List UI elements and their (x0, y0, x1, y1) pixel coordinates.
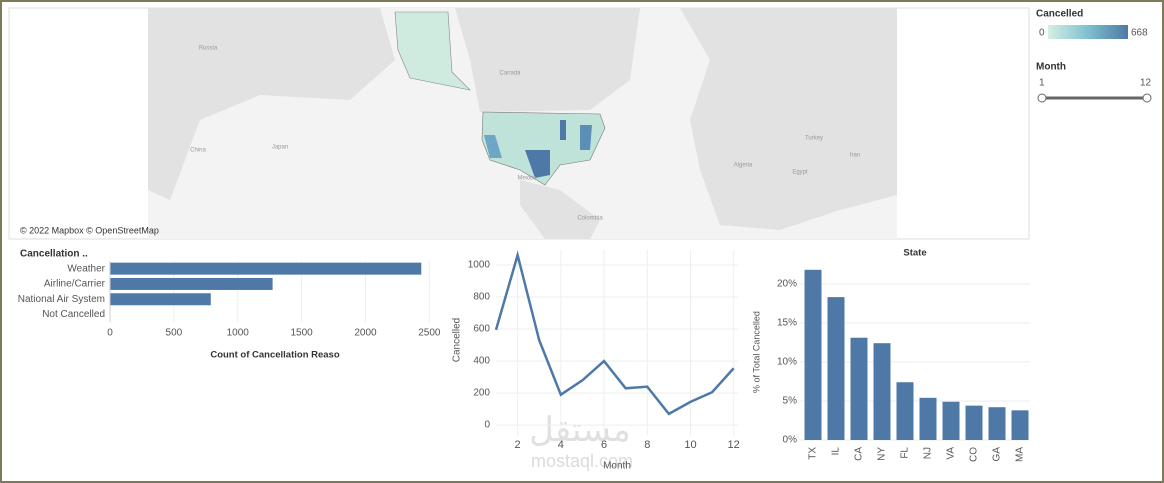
legend-max: 668 (1131, 28, 1148, 39)
chart-title: Cancellation .. (20, 249, 88, 260)
x-tick-label: 1000 (227, 328, 250, 339)
state-highlight (484, 135, 502, 158)
x-tick-label: NJ (923, 447, 934, 459)
x-axis-title: Month (603, 461, 631, 472)
bar (965, 405, 983, 440)
bar (827, 297, 845, 440)
legend-gradient (1048, 25, 1128, 39)
x-tick-label: 10 (684, 439, 696, 451)
y-tick-label: 0% (783, 435, 798, 446)
map-label: Japan (272, 145, 288, 151)
watermark: mostaql.com (531, 451, 633, 471)
x-tick-label: 2 (515, 439, 521, 451)
x-tick-label: CO (969, 447, 980, 462)
x-tick-label: 0 (107, 328, 113, 339)
watermark: مستقل (529, 411, 631, 449)
x-tick-label: GA (992, 447, 1003, 462)
x-tick-label: 6 (601, 439, 607, 451)
x-tick-label: 4 (558, 439, 564, 451)
color-legend: Cancelled 0 668 (1036, 9, 1148, 39)
y-tick-label: 800 (473, 292, 490, 303)
x-tick-label: VA (946, 447, 957, 460)
x-tick-label: 8 (644, 439, 650, 451)
bar (850, 337, 868, 440)
filter-min: 1 (1039, 78, 1045, 89)
y-axis-title: Cancelled (452, 318, 463, 362)
x-tick-label: IL (831, 447, 842, 456)
alaska (394, 11, 471, 91)
land (455, 8, 640, 112)
y-tick-label: 15% (777, 318, 797, 329)
bar (919, 397, 937, 440)
bar (988, 407, 1006, 440)
chart-title: State (903, 248, 926, 259)
bar (804, 269, 822, 440)
x-tick-label: 2500 (418, 328, 441, 339)
bar (873, 343, 891, 440)
x-tick-label: 2000 (354, 328, 377, 339)
map-label: Iran (850, 153, 860, 159)
y-axis-title: % of Total Cancelled (751, 311, 761, 393)
map-label: China (190, 148, 206, 154)
bar (1011, 410, 1029, 440)
x-tick-label: 1500 (290, 328, 313, 339)
bar (110, 262, 422, 275)
x-tick-label: NY (877, 447, 888, 461)
y-tick-label: Not Cancelled (42, 309, 105, 320)
x-tick-label: MA (1015, 447, 1026, 462)
bar (942, 401, 960, 440)
map-labels: Russia Canada China Japan Mexico Turkey Iran Eg… (190, 46, 860, 222)
land (680, 8, 897, 230)
land (520, 180, 600, 239)
slider-handle[interactable] (1142, 93, 1152, 103)
y-tick-label: 0 (484, 420, 490, 431)
y-tick-label: 20% (777, 279, 797, 290)
x-tick-label: 500 (166, 328, 183, 339)
map-label: Mexico (517, 176, 537, 182)
legend-title: Cancelled (1036, 9, 1083, 20)
bar (896, 382, 914, 440)
map: © 2022 Mapbox © OpenStreetMap (8, 7, 1030, 240)
x-tick-label: CA (854, 447, 865, 461)
y-tick-label: 600 (473, 324, 490, 335)
y-tick-label: 400 (473, 356, 490, 367)
usa (481, 111, 606, 186)
map-attribution: © 2022 Mapbox © OpenStreetMap (20, 225, 159, 235)
state-highlight (525, 150, 550, 178)
land (148, 8, 395, 200)
map-label: Turkey (805, 136, 823, 142)
bar (110, 293, 211, 306)
y-tick-label: Airline/Carrier (44, 279, 106, 290)
y-tick-label: Weather (67, 263, 105, 274)
y-tick-label: 5% (783, 396, 798, 407)
x-tick-label: 12 (728, 439, 740, 451)
map-label: Egypt (792, 170, 808, 176)
line (494, 250, 735, 416)
x-axis-title: Count of Cancellation Reaso (210, 350, 340, 361)
state-highlight (560, 120, 566, 140)
y-tick-label: 200 (473, 388, 490, 399)
y-tick-label: National Air System (18, 294, 105, 305)
slider-handle[interactable] (1037, 93, 1047, 103)
bar (110, 277, 273, 290)
legend-min: 0 (1039, 28, 1045, 39)
filter-title: Month (1036, 62, 1066, 73)
y-tick-label: 1000 (468, 260, 491, 271)
y-tick-label: 10% (777, 357, 797, 368)
x-tick-label: FL (900, 447, 911, 459)
map-label: Colombia (577, 216, 603, 222)
map-label: Russia (199, 46, 218, 52)
map-label: Canada (499, 71, 521, 77)
filter-max: 12 (1140, 78, 1152, 89)
state-highlight (580, 125, 592, 150)
x-tick-label: TX (808, 447, 819, 460)
month-filter[interactable]: Month 1 12 (1036, 62, 1152, 103)
map-label: Algeria (734, 163, 753, 169)
